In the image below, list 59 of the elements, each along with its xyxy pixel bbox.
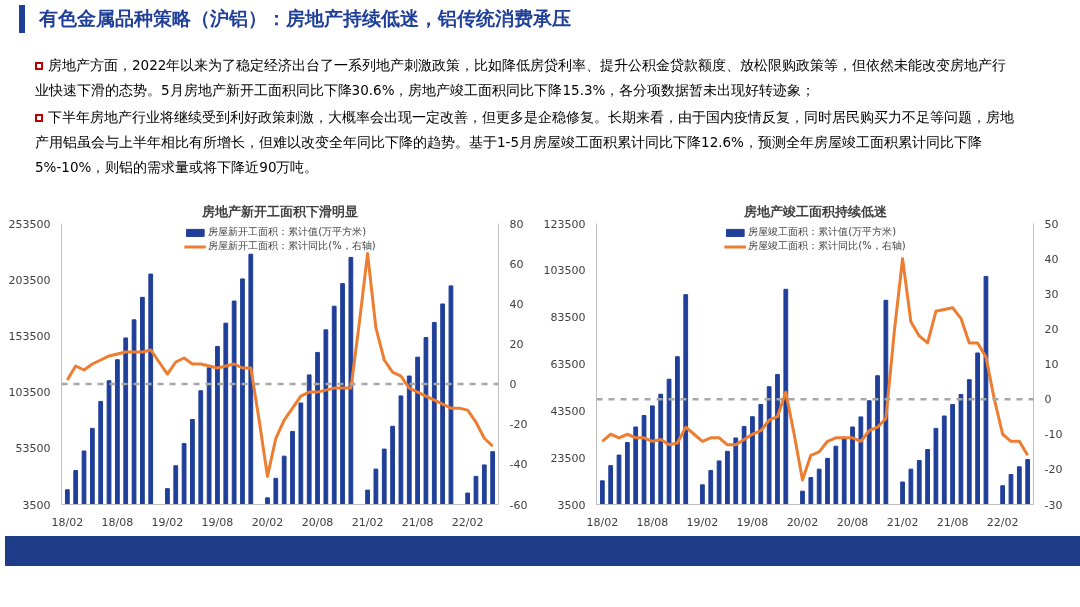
y-tick-label: 53500 [15, 442, 51, 456]
y2-tick-label: 20 [1044, 322, 1059, 336]
y-tick-label: 3500 [22, 498, 51, 512]
y2-tick-label: 40 [1044, 252, 1059, 266]
line-series [65, 252, 495, 478]
x-tick-label: 21/02 [351, 515, 384, 529]
y-tick-label: 23500 [550, 451, 586, 465]
y2-tick-label: 50 [1044, 217, 1059, 231]
x-tick-label: 18/02 [51, 515, 84, 529]
chart-title: 房地产竣工面积持续低迷 [742, 203, 888, 219]
x-tick-label: 21/08 [936, 515, 969, 529]
text: 房地产方面，2022年以来为了稳定经济出台了一系列地产刺激政策，比如降低房贷利率、提升公积金贷款额度、放松限购政策等，但依然未能改变房地产行业快速下滑的态势。5月房地产新开工面积同比下降30.6%，房地产竣工面积同比下降15.3%，各分项数据暂未出现好转迹象； [35, 56, 1008, 100]
legend-label: 房屋新开工面积：累计值(万平方米) [208, 225, 367, 239]
x-tick-label: 19/02 [151, 515, 184, 529]
y2-tick-label: 40 [509, 297, 524, 311]
y2-tick-label: 0 [1044, 393, 1052, 407]
chart-title: 房地产新开工面积下滑明显 [201, 203, 358, 219]
legend-label: 房屋竣工面积：累计值(万平方米) [748, 225, 897, 239]
x-tick-label: 18/08 [101, 515, 134, 529]
y2-tick-label: 20 [509, 337, 524, 351]
y2-tick-label: 80 [509, 217, 524, 231]
y2-tick-label: 60 [509, 257, 524, 271]
x-tick-label: 20/02 [251, 515, 284, 529]
x-tick-label: 20/08 [836, 515, 869, 529]
y-tick-label: 103500 [8, 386, 51, 400]
x-tick-label: 19/08 [201, 515, 234, 529]
y-tick-label: 123500 [543, 217, 586, 231]
y2-tick-label: -30 [1044, 498, 1063, 512]
y2-tick-label: -60 [509, 498, 528, 512]
y2-tick-label: -40 [509, 458, 528, 472]
y-tick-label: 153500 [8, 329, 51, 343]
text: 有色金属品种策略（沪铝）：房地产持续低迷，铝传统消费承压 [39, 6, 571, 32]
y2-tick-label: -10 [1044, 428, 1063, 442]
x-tick-label: 18/08 [636, 515, 669, 529]
y-tick-label: 203500 [8, 273, 51, 287]
x-tick-label: 21/02 [886, 515, 919, 529]
x-tick-label: 22/02 [451, 515, 484, 529]
text: 下半年房地产行业将继续受到利好政策刺激，大概率会出现一定改善，但更多是企稳修复。长期来看，由于国内疫情反复，同时居民购买力不足等问题，房地产用铝虽会与上半年相比有所增长，但难以改变全年同比下降的趋势。基于1-5月房屋竣工面积累计同比下降12.6%，预测全年房屋竣工面积累计同比下降5%-10%，则铝的需求量或将下降近90万吨。 [35, 108, 1015, 177]
y2-tick-label: -20 [509, 418, 528, 432]
y-tick-label: 3500 [557, 498, 586, 512]
x-tick-label: 19/08 [736, 515, 769, 529]
y2-tick-label: 30 [1044, 287, 1059, 301]
x-tick-label: 20/08 [301, 515, 334, 529]
legend-label: 房屋竣工面积：累计同比(%，右轴) [748, 239, 906, 253]
y2-tick-label: 10 [1044, 358, 1059, 371]
y-tick-label: 43500 [550, 404, 586, 418]
legend-label: 房屋新开工面积：累计同比(%，右轴) [208, 239, 376, 253]
y-tick-label: 63500 [550, 358, 586, 371]
y-tick-label: 83500 [550, 311, 586, 325]
x-tick-label: 18/02 [586, 515, 619, 529]
y-tick-label: 253500 [8, 217, 51, 231]
y2-tick-label: -20 [1044, 463, 1063, 477]
x-tick-label: 22/02 [986, 515, 1019, 529]
x-tick-label: 19/02 [686, 515, 719, 529]
y-tick-label: 103500 [543, 264, 586, 278]
x-tick-label: 20/02 [786, 515, 819, 529]
line-series [600, 257, 1030, 482]
x-tick-label: 21/08 [401, 515, 434, 529]
y2-tick-label: 0 [509, 378, 517, 392]
